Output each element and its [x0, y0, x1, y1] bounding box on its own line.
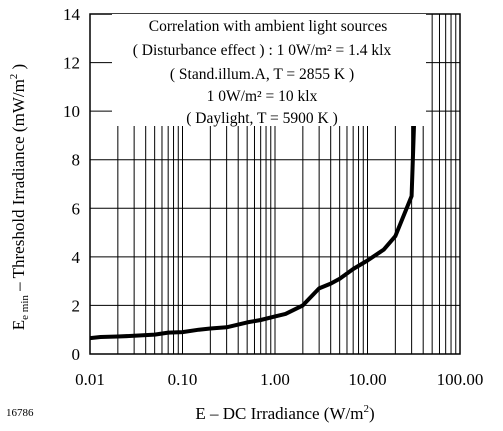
y-axis-label-end: ) — [9, 64, 28, 74]
y-tick-label: 8 — [72, 151, 81, 170]
x-tick-labels: 0.01 0.10 1.00 10.00 100.00 — [75, 370, 483, 389]
y-tick-label: 14 — [63, 5, 81, 24]
x-axis-label-end: ) — [369, 404, 375, 423]
y-tick-labels: 0 2 4 6 8 10 12 14 — [63, 5, 81, 364]
annotation-block: Correlation with ambient light sources (… — [112, 14, 426, 127]
annotation-line-4: 1 0W/m² = 10 klx — [207, 88, 318, 105]
x-tick-label: 0.01 — [75, 370, 105, 389]
y-tick-label: 6 — [72, 199, 81, 218]
annotation-line-1: Correlation with ambient light sources — [149, 18, 387, 35]
x-tick-label: 1.00 — [260, 370, 290, 389]
x-axis-label: E – DC Irradiance (W/m2) — [195, 403, 374, 423]
x-tick-label: 0.10 — [168, 370, 198, 389]
figure-code: 16786 — [6, 407, 34, 419]
annotation-line-5: ( Daylight, T = 5900 K ) — [186, 110, 338, 127]
y-tick-label: 0 — [72, 345, 81, 364]
x-tick-label: 10.00 — [348, 370, 386, 389]
y-tick-label: 12 — [63, 54, 80, 73]
x-tick-label: 100.00 — [437, 370, 484, 389]
annotation-line-2: ( Disturbance effect ) : 1 0W/m² = 1.4 k… — [133, 42, 392, 59]
y-axis-label-main: – Threshold Irradiance (mW/m — [9, 79, 28, 295]
y-axis-label: Ee min – Threshold Irradiance (mW/m2 ) — [8, 64, 31, 330]
y-axis-label-subscript: e min — [19, 295, 31, 320]
annotation-line-3: ( Stand.illum.A, T = 2855 K ) — [170, 66, 354, 83]
y-tick-label: 2 — [72, 296, 81, 315]
y-tick-label: 10 — [63, 102, 80, 121]
y-tick-label: 4 — [72, 248, 81, 267]
